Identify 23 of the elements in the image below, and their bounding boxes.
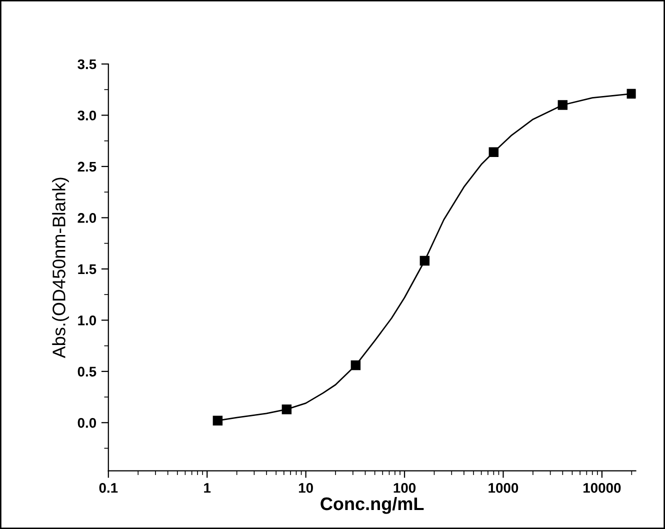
point [350,360,361,370]
point [626,88,636,99]
y-tick-label: 1.5 [78,264,96,274]
y-axis-title: Abs.(OD450nm-Blank) [52,178,69,358]
x-tick-label: 1 [204,483,211,493]
y-tick-label: 0.0 [78,418,96,428]
point [420,256,430,266]
y-tick-label: 0.5 [78,366,96,377]
point [282,404,292,414]
point [488,147,499,157]
y-tick-label: 2.5 [78,162,96,172]
x-tick-label: 0.1 [99,482,118,493]
x-tick-label: 10 [298,482,313,493]
x-tick-label: 1000 [488,482,518,493]
y-tick-label: 2.0 [78,213,96,223]
x-axis-title: Conc.ng/mL [320,496,424,514]
x-tick-label: 100 [394,482,416,493]
y-tick-label: 3.5 [78,59,96,70]
x-tick-label: 10000 [584,482,621,493]
point [212,416,223,426]
point [558,100,568,110]
y-tick-label: 3.0 [78,110,96,120]
y-tick-label: 1.0 [78,316,96,326]
